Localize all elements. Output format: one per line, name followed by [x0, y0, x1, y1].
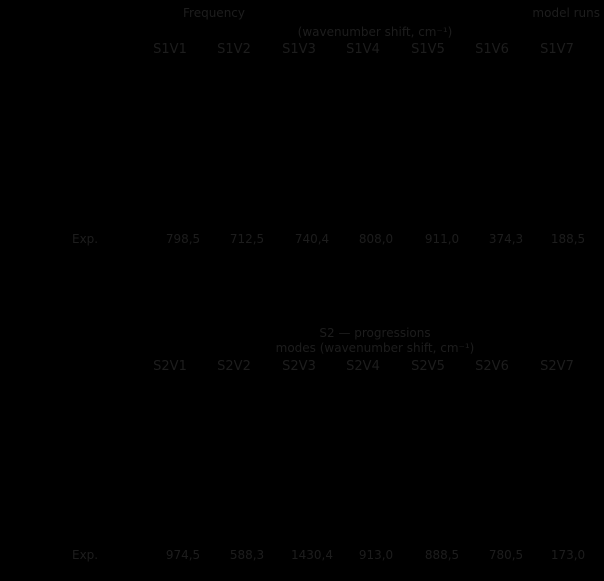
cell-value: 188,5 — [550, 232, 586, 246]
column-header: S2V2 — [217, 359, 251, 374]
column-header: S1V6 — [475, 42, 509, 57]
column-header: S2V3 — [282, 359, 316, 374]
cell-value: 798,5 — [165, 232, 201, 246]
row-label: Exp. — [72, 232, 99, 246]
cell-value: 911,0 — [424, 232, 460, 246]
panel2-units-label: modes (wavenumber shift, cm⁻¹) — [275, 341, 475, 355]
row-label: Exp. — [72, 548, 99, 562]
column-header: S2V7 — [540, 359, 574, 374]
cell-value: 712,5 — [229, 232, 265, 246]
column-header: S1V5 — [411, 42, 445, 57]
panel1-title: Frequency — [183, 6, 245, 20]
cell-value: 588,3 — [229, 548, 265, 562]
cell-value: 1430,4 — [291, 548, 333, 562]
cell-value: 888,5 — [424, 548, 460, 562]
cell-value: 913,0 — [358, 548, 394, 562]
cell-value: 780,5 — [488, 548, 524, 562]
column-header: S1V1 — [153, 42, 187, 57]
cell-value: 974,5 — [165, 548, 201, 562]
column-header: S1V3 — [282, 42, 316, 57]
cell-value: 740,4 — [294, 232, 330, 246]
cell-value: 173,0 — [550, 548, 586, 562]
panel2-title: S2 — progressions — [319, 326, 431, 340]
column-header: S1V7 — [540, 42, 574, 57]
panel1-units-label: (wavenumber shift, cm⁻¹) — [297, 25, 453, 39]
cell-value: 374,3 — [488, 232, 524, 246]
cell-value: 808,0 — [358, 232, 394, 246]
column-header: S1V4 — [346, 42, 380, 57]
column-header: S2V6 — [475, 359, 509, 374]
column-header: S2V1 — [153, 359, 187, 374]
column-header: S1V2 — [217, 42, 251, 57]
panel1-corner-note: model runs — [532, 6, 600, 20]
column-header: S2V4 — [346, 359, 380, 374]
column-header: S2V5 — [411, 359, 445, 374]
